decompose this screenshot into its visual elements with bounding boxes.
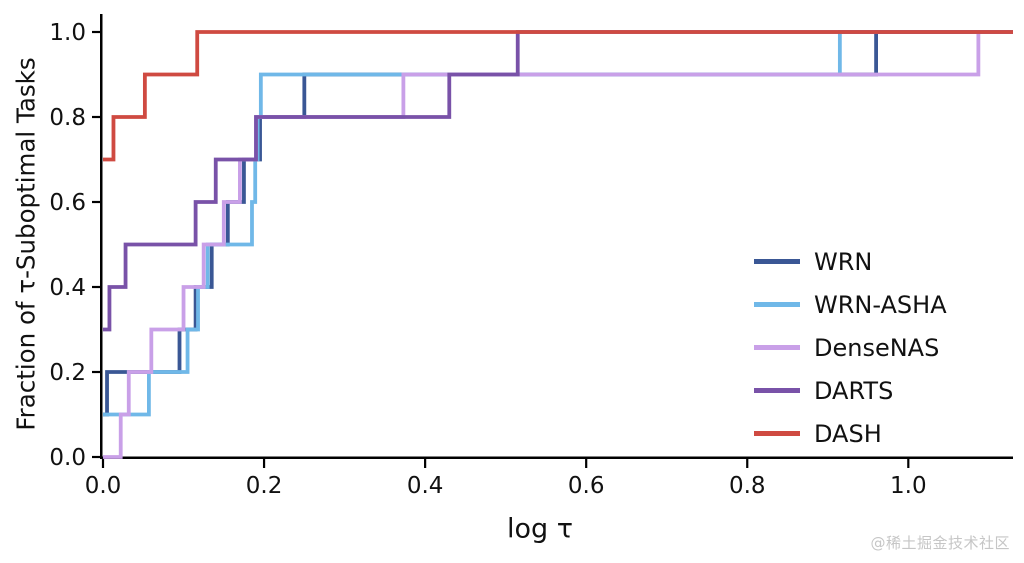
x-tick-label: 0.8 (729, 473, 766, 499)
y-tick-label: 0.8 (49, 105, 86, 131)
series-line-DASH (103, 30, 1013, 162)
x-tick-label: 1.0 (890, 473, 927, 499)
y-tick-label: 1.0 (49, 20, 86, 46)
y-tick-label: 0.0 (49, 445, 86, 471)
x-tick-label: 0.2 (246, 473, 283, 499)
series-line-DenseNAS (103, 30, 1013, 459)
watermark: @稀土掘金技术社区 (870, 534, 1010, 552)
legend-label-wrn: WRN (814, 247, 873, 276)
legend-line-swatch-densenas (754, 345, 800, 350)
legend-item-dash: DASH (754, 412, 947, 455)
legend-item-wrn-asha: WRN-ASHA (754, 283, 947, 326)
x-tick-label: 0.4 (407, 473, 444, 499)
y-tick-label: 0.6 (49, 190, 86, 216)
legend-item-darts: DARTS (754, 369, 947, 412)
series-line-DARTS (103, 30, 1013, 332)
legend-item-densenas: DenseNAS (754, 326, 947, 369)
legend-label-darts: DARTS (814, 376, 894, 405)
legend-line-swatch-darts (754, 388, 800, 393)
legend: WRN WRN-ASHA DenseNAS DARTS DASH (754, 240, 947, 455)
legend-line-swatch-dash (754, 431, 800, 436)
y-tick-label: 0.4 (49, 275, 86, 301)
x-tick-label: 0.0 (85, 473, 122, 499)
y-axis-spine (100, 14, 103, 459)
series-line-WRN (103, 30, 1013, 417)
series-line-WRN-ASHA (103, 30, 1013, 417)
legend-line-swatch-wrn-asha (754, 302, 800, 307)
y-axis-label: Fraction of τ-Suboptimal Tasks (11, 57, 41, 431)
legend-line-swatch-wrn (754, 259, 800, 264)
x-axis-label: log τ (507, 513, 573, 545)
x-axis-spine (100, 456, 1013, 459)
legend-label-wrn-asha: WRN-ASHA (814, 290, 947, 319)
y-tick-label: 0.2 (49, 360, 86, 386)
legend-label-dash: DASH (814, 419, 882, 448)
legend-item-wrn: WRN (754, 240, 947, 283)
x-tick-label: 0.6 (568, 473, 605, 499)
legend-label-densenas: DenseNAS (814, 333, 940, 362)
